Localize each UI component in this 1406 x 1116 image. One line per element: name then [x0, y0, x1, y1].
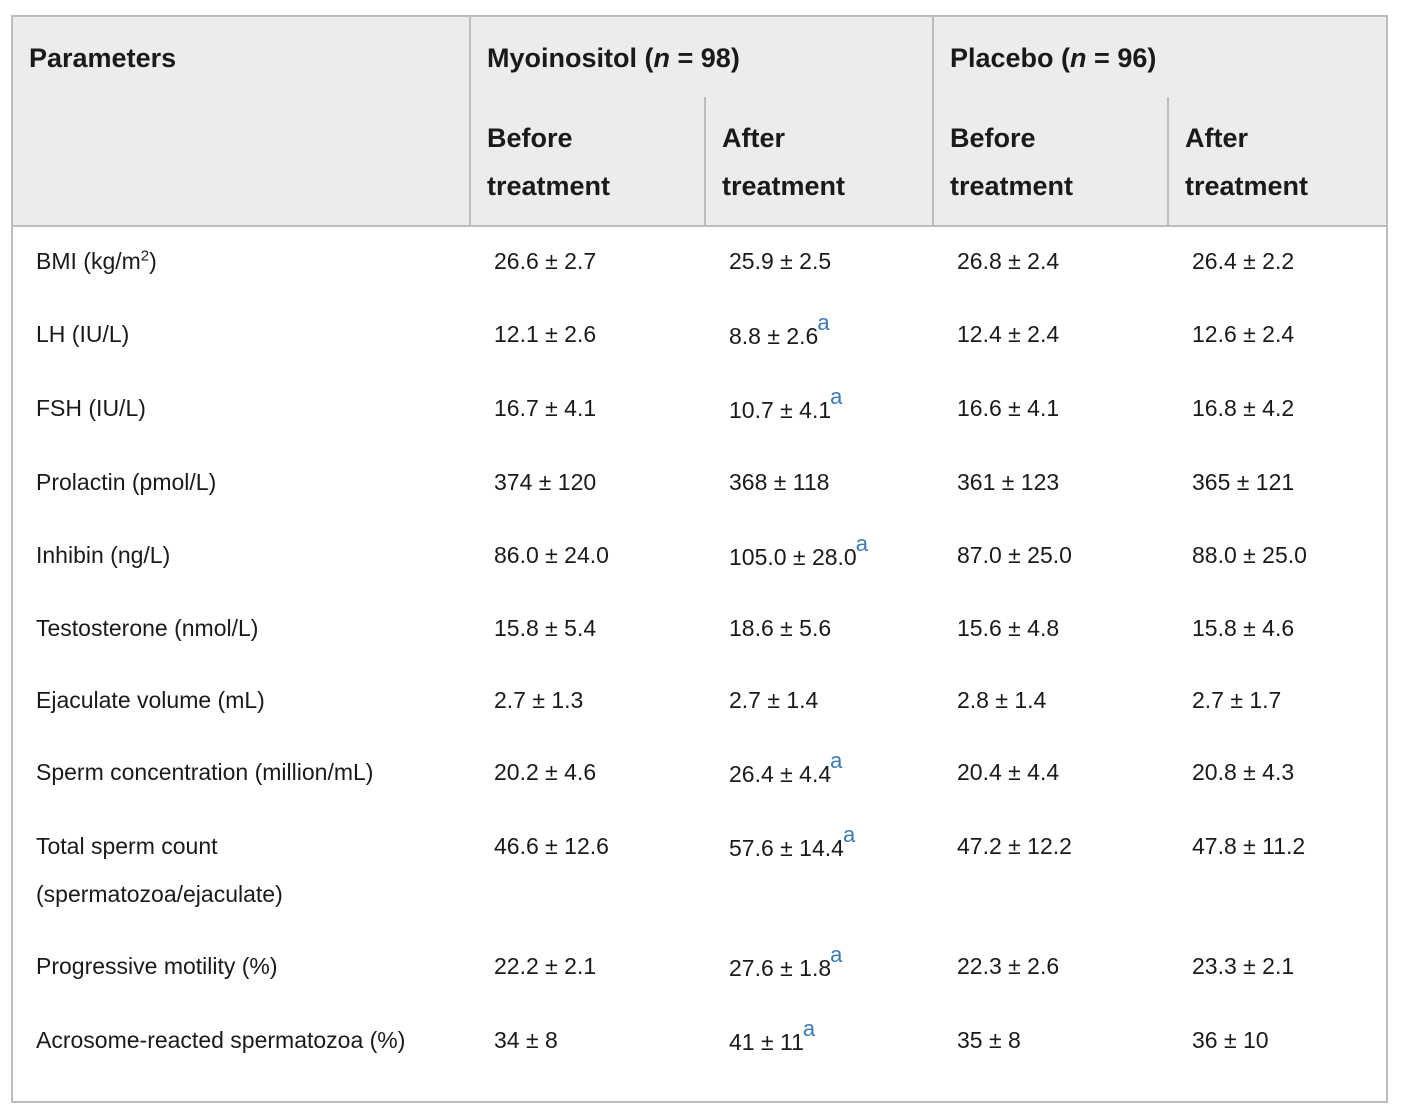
parameter-label: Inhibin (ng/L) — [36, 542, 171, 568]
value-cell: 27.6 ± 1.8a — [729, 942, 843, 981]
value-cell: 57.6 ± 14.4a — [729, 822, 856, 861]
header-group-placebo: Placebo (n = 96) — [950, 43, 1157, 73]
value-cell: 15.8 ± 4.6 — [1192, 615, 1295, 641]
value-cell: 16.6 ± 4.1 — [957, 395, 1060, 421]
value-cell: 12.4 ± 2.4 — [957, 321, 1060, 347]
table-header: Parameters Myoinositol (n = 98) Placebo … — [13, 17, 1386, 227]
value-cell: 46.6 ± 12.6 — [494, 833, 609, 859]
header-after-treatment: After treatment — [1185, 123, 1309, 201]
value-cell: 34 ± 8 — [494, 1027, 558, 1053]
column-divider — [704, 97, 706, 225]
value-cell: 12.1 ± 2.6 — [494, 321, 597, 347]
group-n: 96 — [1117, 43, 1148, 73]
parameter-label: BMI (kg/m2) — [36, 247, 157, 274]
group-n: 98 — [700, 43, 731, 73]
value-cell: 20.4 ± 4.4 — [957, 759, 1060, 785]
value-cell: 2.8 ± 1.4 — [957, 687, 1047, 713]
header-before-treatment: Before treatment — [950, 123, 1074, 201]
column-divider — [469, 17, 471, 225]
value-cell: 47.2 ± 12.2 — [957, 833, 1072, 859]
column-divider — [1167, 97, 1169, 225]
value-cell: 16.7 ± 4.1 — [494, 395, 597, 421]
value-cell: 105.0 ± 28.0a — [729, 531, 868, 570]
value-cell: 22.3 ± 2.6 — [957, 953, 1060, 979]
value-cell: 2.7 ± 1.7 — [1192, 687, 1282, 713]
value-cell: 41 ± 11a — [729, 1016, 816, 1055]
value-cell: 15.8 ± 5.4 — [494, 615, 597, 641]
value-cell: 26.8 ± 2.4 — [957, 248, 1060, 274]
footnote-marker[interactable]: a — [830, 748, 843, 773]
value-cell: 26.6 ± 2.7 — [494, 248, 597, 274]
footnote-marker[interactable]: a — [830, 384, 843, 409]
footnote-marker[interactable]: a — [855, 531, 868, 556]
parameter-label: Testosterone (nmol/L) — [36, 615, 259, 641]
value-cell: 20.2 ± 4.6 — [494, 759, 597, 785]
header-after-treatment: After treatment — [722, 123, 846, 201]
n-symbol: n — [1070, 43, 1087, 73]
value-cell: 26.4 ± 2.2 — [1192, 248, 1295, 274]
parameter-label: Sperm concentration (million/mL) — [36, 759, 374, 785]
value-cell: 10.7 ± 4.1a — [729, 384, 843, 423]
value-cell: 12.6 ± 2.4 — [1192, 321, 1295, 347]
value-cell: 361 ± 123 — [957, 469, 1060, 495]
value-cell: 35 ± 8 — [957, 1027, 1021, 1053]
header-before-treatment: Before treatment — [487, 123, 611, 201]
value-cell: 88.0 ± 25.0 — [1192, 542, 1307, 568]
value-cell: 36 ± 10 — [1192, 1027, 1269, 1053]
header-group-myoinositol: Myoinositol (n = 98) — [487, 43, 740, 73]
value-cell: 365 ± 121 — [1192, 469, 1295, 495]
value-cell: 25.9 ± 2.5 — [729, 248, 832, 274]
value-cell: 16.8 ± 4.2 — [1192, 395, 1295, 421]
value-cell: 2.7 ± 1.4 — [729, 687, 819, 713]
value-cell: 87.0 ± 25.0 — [957, 542, 1072, 568]
parameter-label: Total sperm count (spermatozoa/ejaculate) — [36, 833, 283, 907]
parameter-label: Prolactin (pmol/L) — [36, 469, 217, 495]
value-cell: 8.8 ± 2.6a — [729, 310, 830, 349]
value-cell: 368 ± 118 — [729, 469, 830, 495]
value-cell: 23.3 ± 2.1 — [1192, 953, 1295, 979]
group-name: Myoinositol — [487, 43, 637, 73]
value-cell: 26.4 ± 4.4a — [729, 748, 843, 787]
group-name: Placebo — [950, 43, 1054, 73]
footnote-marker[interactable]: a — [817, 310, 830, 335]
value-cell: 15.6 ± 4.8 — [957, 615, 1060, 641]
footnote-marker[interactable]: a — [830, 942, 843, 967]
parameter-label: FSH (IU/L) — [36, 395, 146, 421]
value-cell: 22.2 ± 2.1 — [494, 953, 597, 979]
parameter-label: LH (IU/L) — [36, 321, 130, 347]
value-cell: 20.8 ± 4.3 — [1192, 759, 1295, 785]
parameter-label: Acrosome-reacted spermatozoa (%) — [36, 1027, 406, 1053]
n-symbol: n — [653, 43, 671, 73]
footnote-marker[interactable]: a — [842, 822, 856, 847]
value-cell: 47.8 ± 11.2 — [1192, 833, 1306, 859]
results-table: Parameters Myoinositol (n = 98) Placebo … — [11, 15, 1388, 1103]
value-cell: 86.0 ± 24.0 — [494, 542, 609, 568]
value-cell: 374 ± 120 — [494, 469, 597, 495]
parameter-label: Ejaculate volume (mL) — [36, 687, 265, 713]
parameter-label: Progressive motility (%) — [36, 953, 278, 979]
value-cell: 2.7 ± 1.3 — [494, 687, 584, 713]
column-divider — [932, 17, 934, 225]
value-cell: 18.6 ± 5.6 — [729, 615, 832, 641]
footnote-marker[interactable]: a — [802, 1016, 816, 1041]
header-parameters: Parameters — [29, 43, 177, 73]
